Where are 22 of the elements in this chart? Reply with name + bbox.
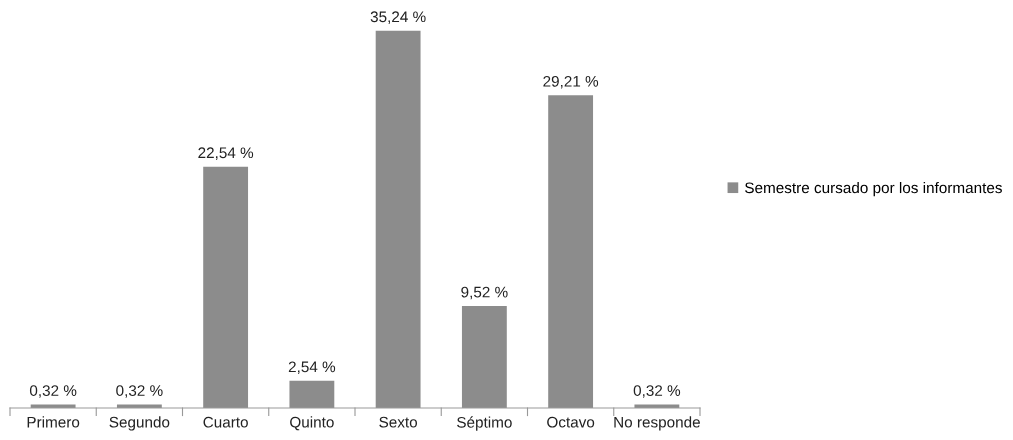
data-label: 35,24 % [370, 11, 426, 24]
data-label: 9,52 % [461, 286, 508, 300]
bar [548, 95, 594, 408]
x-tick-label: Segundo [109, 416, 170, 431]
bar [461, 306, 507, 408]
bar [289, 380, 335, 408]
x-tick-label: Primero [27, 416, 80, 428]
data-label: 0,32 % [116, 385, 163, 398]
x-tick-label: Sexto [379, 416, 418, 428]
bar [375, 30, 421, 408]
data-label: 2,54 % [288, 361, 336, 375]
x-tick-label: Quinto [290, 416, 334, 431]
x-tick-label: Cuarto [203, 416, 248, 428]
bar [203, 166, 249, 408]
legend-label: Semestre cursado por los informantes [745, 181, 1002, 197]
x-tick-label: No responde [614, 416, 700, 431]
x-tick-label: Séptimo [457, 416, 512, 431]
data-label: 0,32 % [29, 385, 77, 398]
data-label: 29,21 % [543, 75, 599, 89]
data-label: 0,32 % [633, 385, 681, 398]
x-tick-label: Octavo [547, 416, 595, 428]
data-label: 22,54 % [198, 147, 254, 160]
